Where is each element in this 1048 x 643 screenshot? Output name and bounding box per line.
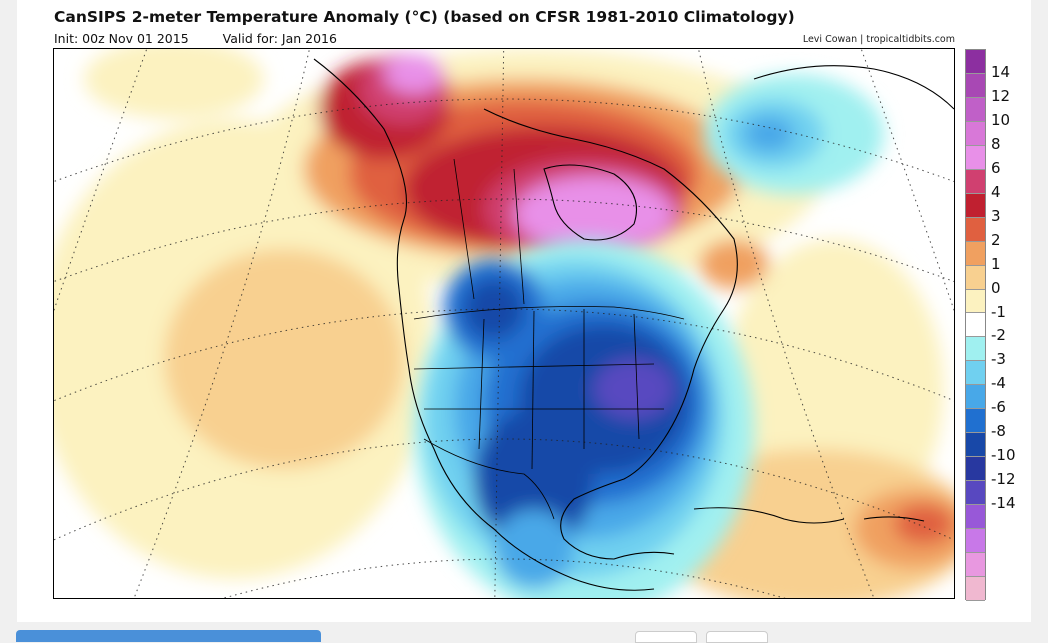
colorbar-swatch [966, 361, 985, 386]
valid-time: Valid for: Jan 2016 [222, 31, 337, 46]
colorbar-swatch [966, 409, 985, 434]
cuba [693, 507, 845, 524]
texas-cold-core [474, 409, 594, 549]
hudson-bay [543, 164, 638, 241]
parallel-1 [54, 98, 954, 183]
hudson-warm-peak [514, 176, 674, 252]
colorbar-swatch [966, 481, 985, 506]
colorbar-label: 14 [991, 62, 1011, 81]
colorbar-swatch [966, 576, 985, 601]
colorbar-label: 3 [991, 206, 1001, 225]
colorbar-label: 2 [991, 230, 1001, 249]
atlantic-coastline [483, 108, 738, 560]
colorbar-label: -4 [991, 374, 1006, 393]
colorbar [965, 49, 986, 601]
colorbar-label: -6 [991, 398, 1006, 417]
init-time: Init: 00z Nov 01 2015 [54, 31, 189, 46]
state-line-5 [413, 363, 655, 370]
colorbar-swatch [966, 505, 985, 530]
colorbar-swatch [966, 337, 985, 362]
bottom-blue-button[interactable] [16, 630, 321, 642]
state-line-4 [633, 313, 640, 440]
tropical-atlantic-warm-core [894, 504, 954, 544]
pacific-warm-mid [164, 249, 404, 469]
bottom-tab-1[interactable] [635, 631, 697, 643]
colorbar-swatch [966, 193, 985, 218]
colorbar-swatch [966, 145, 985, 170]
colorbar-swatch [966, 433, 985, 458]
hispaniola [863, 516, 925, 522]
state-line-2 [531, 310, 535, 470]
ohio-valley-cold-peak [594, 359, 674, 419]
colorbar-swatch [966, 529, 985, 554]
colorbar-swatch [966, 457, 985, 482]
parallel-2 [54, 198, 954, 283]
colorbar-swatch [966, 121, 985, 146]
colorbar-swatch [966, 241, 985, 266]
credit-text: Levi Cowan | tropicaltidbits.com [802, 34, 955, 45]
parallel-4 [54, 438, 954, 541]
colorbar-label: -10 [991, 446, 1016, 465]
colorbar-label: -14 [991, 494, 1016, 513]
political-borders [413, 158, 685, 520]
colorbar-swatch [966, 169, 985, 194]
colorbar-label: 6 [991, 158, 1001, 177]
colorbar-label: 0 [991, 278, 1001, 297]
state-line-1 [478, 318, 485, 450]
colorbar-label: 12 [991, 86, 1011, 105]
greenland-coast [753, 65, 954, 110]
alaska-warm-peak [384, 54, 444, 94]
colorbar-swatch [966, 553, 985, 577]
province-line-2 [513, 168, 525, 305]
province-line-1 [453, 158, 475, 300]
colorbar-swatch [966, 313, 985, 338]
colorbar-label: -8 [991, 422, 1006, 441]
chart-title: CanSIPS 2-meter Temperature Anomaly (°C)… [54, 8, 795, 26]
anomaly-map [53, 48, 955, 599]
subtitle-row: Init: 00z Nov 01 2015 Valid for: Jan 201… [54, 31, 367, 46]
colorbar-label: -3 [991, 350, 1006, 369]
colorbar-label: 4 [991, 182, 1001, 201]
map-svg [54, 49, 954, 598]
graticule [54, 49, 954, 598]
colorbar-label: -2 [991, 326, 1006, 345]
colorbar-swatch [966, 289, 985, 314]
us-canada-border [413, 306, 685, 320]
colorbar-swatch [966, 97, 985, 122]
north-atlantic-cold-core [744, 116, 794, 152]
colorbar-swatch [966, 217, 985, 242]
north-pacific-warm-light [84, 49, 264, 119]
bottom-tab-2[interactable] [706, 631, 768, 643]
colorbar-swatch [966, 265, 985, 290]
pacific-coastline [313, 58, 655, 591]
labrador-warm [699, 239, 769, 289]
colorbar-swatch [966, 73, 985, 98]
us-mexico-border [423, 438, 555, 520]
warm-anomaly-fields [54, 49, 954, 598]
colorbar-label: -1 [991, 302, 1006, 321]
colorbar-label: -12 [991, 470, 1016, 489]
colorbar-label: 10 [991, 110, 1011, 129]
coastlines [313, 58, 954, 591]
colorbar-swatch [966, 50, 985, 74]
colorbar-label: 8 [991, 134, 1001, 153]
colorbar-swatch [966, 385, 985, 410]
colorbar-label: 1 [991, 254, 1001, 273]
mexico-cold [494, 509, 574, 589]
